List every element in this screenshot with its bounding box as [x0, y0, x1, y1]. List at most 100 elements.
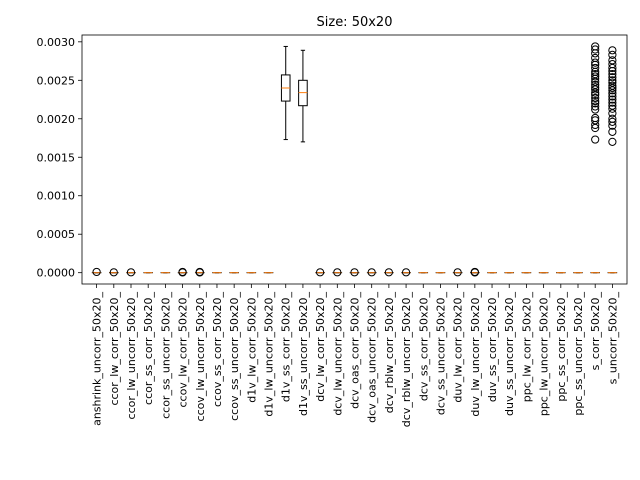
flier-point	[608, 46, 617, 55]
flier-point	[608, 137, 617, 146]
x-tick-label: d1v_ss_uncorr_50x20_	[297, 292, 310, 417]
flier-point	[608, 73, 617, 82]
flier-point	[608, 95, 617, 104]
flier-point	[591, 42, 600, 51]
x-tick-label: dcv_oas_uncorr_50x20_	[366, 292, 379, 423]
box-group	[91, 267, 102, 277]
flier-point	[608, 127, 617, 136]
box-group	[607, 46, 618, 274]
flier-point	[608, 104, 617, 113]
box-group	[298, 49, 308, 143]
x-tick-label: ccor_lw_corr_50x20_	[108, 292, 121, 406]
x-tick-label: duv_ss_uncorr_50x20_	[503, 292, 516, 417]
box-group	[194, 267, 205, 277]
x-tick-label: duv_lw_uncorr_50x20_	[469, 292, 482, 417]
flier-point	[333, 268, 342, 277]
flier-point	[608, 117, 617, 126]
y-tick-label: 0.0020	[37, 113, 76, 126]
flier-point	[608, 70, 617, 79]
flier-point	[608, 78, 617, 87]
flier-point	[591, 99, 600, 108]
flier-point	[608, 76, 617, 85]
flier-point	[591, 80, 600, 90]
flier-point	[608, 50, 617, 60]
x-tick-label: d1v_lw_corr_50x20_	[245, 292, 258, 403]
box-group	[452, 268, 463, 277]
y-tick-label: 0.0005	[37, 228, 76, 241]
flier-point	[316, 268, 325, 277]
x-tick-label: d1v_lw_uncorr_50x20_	[263, 292, 276, 417]
x-tick-label: ccov_ss_uncorr_50x20_	[228, 292, 241, 421]
chart-title: Size: 50x20	[317, 15, 393, 30]
flier-point	[591, 96, 600, 106]
flier-point	[591, 53, 600, 63]
y-tick-label: 0.0030	[37, 36, 76, 49]
x-tick-label: ccov_lw_uncorr_50x20_	[194, 292, 207, 422]
box-group	[366, 268, 377, 277]
flier-point	[470, 268, 479, 277]
x-tick-label: ccov_ss_corr_50x20_	[211, 292, 224, 407]
flier-point	[350, 268, 359, 277]
x-tick-label: dcv_rblw_corr_50x20_	[383, 292, 396, 414]
flier-point	[195, 268, 204, 277]
x-tick-label: dcv_lw_uncorr_50x20_	[331, 292, 344, 416]
flier-point	[608, 81, 617, 90]
box-group	[590, 42, 600, 274]
flier-point	[608, 114, 617, 123]
x-tick-label: dcv_rblw_uncorr_50x20_	[400, 292, 413, 428]
flier-point	[591, 70, 600, 79]
x-tick-label: ppc_lw_uncorr_50x20_	[538, 292, 551, 417]
flier-point	[178, 268, 187, 277]
x-tick-label: dcv_ss_uncorr_50x20_	[434, 292, 447, 416]
flier-point	[453, 268, 462, 277]
x-tick-label: ccor_ss_corr_50x20_	[142, 292, 155, 405]
flier-point	[591, 135, 600, 144]
x-tick-label: s_corr_50x20_	[589, 292, 602, 371]
flier-point	[591, 113, 600, 123]
y-tick-label: 0.0025	[37, 74, 76, 87]
flier-point	[401, 268, 411, 277]
flier-point	[608, 60, 617, 69]
flier-point	[591, 102, 600, 111]
x-tick-label: ccor_lw_uncorr_50x20_	[125, 292, 138, 420]
flier-point	[109, 268, 118, 277]
flier-point	[591, 93, 600, 103]
x-tick-label: ppc_ss_uncorr_50x20_	[572, 292, 585, 416]
box-group	[349, 268, 360, 277]
box-group	[384, 268, 394, 277]
x-tick-label: dcv_oas_corr_50x20_	[349, 292, 362, 409]
box-group	[315, 268, 325, 277]
y-tick-label: 0.0000	[37, 267, 76, 280]
flier-point	[591, 63, 600, 73]
flier-point	[591, 116, 600, 125]
y-tick-label: 0.0015	[37, 151, 76, 164]
x-tick-label: s_uncorr_50x20_	[606, 292, 619, 385]
flier-point	[591, 105, 600, 114]
flier-point	[608, 98, 617, 107]
flier-point	[126, 268, 136, 277]
flier-point	[591, 72, 600, 81]
flier-point	[367, 268, 376, 277]
x-tick-label: dcv_ss_corr_50x20_	[417, 292, 430, 402]
flier-point	[591, 45, 600, 54]
flier-point	[608, 92, 617, 101]
box-group	[401, 268, 411, 277]
x-tick-label: ccor_ss_uncorr_50x20_	[159, 292, 172, 419]
x-tick-label: duv_ss_corr_50x20_	[486, 292, 499, 403]
x-tick-label: ccov_lw_corr_50x20_	[177, 292, 190, 408]
flier-point	[384, 268, 393, 277]
box-group	[177, 267, 188, 277]
flier-point	[608, 56, 617, 65]
flier-point	[92, 267, 101, 277]
x-tick-label: ppc_lw_corr_50x20_	[520, 292, 533, 403]
flier-point	[591, 83, 600, 92]
box-group	[109, 268, 119, 277]
box-group	[332, 268, 343, 277]
plot-boxes	[91, 42, 618, 277]
box-group	[280, 45, 291, 141]
x-axis: anshrink_uncorr_50x20_ ccor_lw_corr_50x20…	[91, 284, 619, 428]
axes-frame	[81, 34, 628, 285]
y-tick-label: 0.0010	[37, 190, 76, 203]
x-tick-label: anshrink_uncorr_50x20_	[91, 292, 104, 426]
